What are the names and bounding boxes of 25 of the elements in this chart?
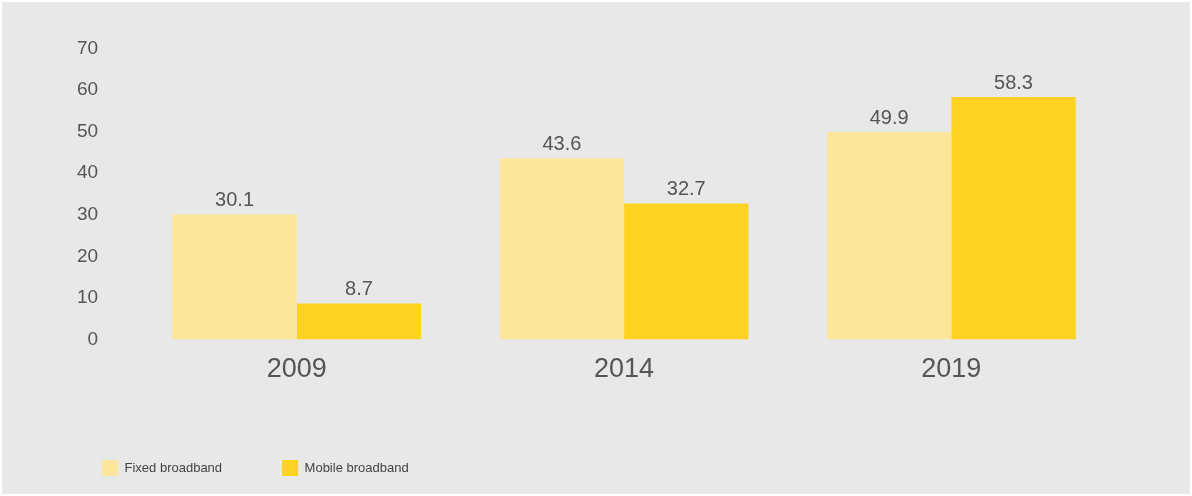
y-tick-label: 0 [87, 327, 99, 349]
y-tick-label: 30 [76, 203, 99, 225]
bar [499, 158, 625, 340]
x-tick-label: 2019 [921, 353, 982, 384]
bar [172, 214, 297, 340]
x-tick-label: 2014 [594, 353, 655, 384]
x-tick-label: 2009 [266, 353, 327, 384]
legend-label: Fixed broadband [124, 459, 223, 475]
data-label: 30.1 [215, 187, 255, 210]
y-tick-label: 70 [76, 36, 99, 58]
y-tick-label: 20 [76, 244, 99, 266]
y-tick-label: 60 [76, 78, 99, 100]
y-tick-label: 40 [76, 161, 99, 183]
bar [624, 203, 749, 340]
y-tick-label: 10 [76, 286, 99, 308]
bar [951, 97, 1076, 340]
legend-label: Mobile broadband [304, 459, 409, 475]
data-label: 32.7 [666, 177, 706, 200]
bar [826, 132, 952, 340]
data-label: 43.6 [542, 131, 582, 154]
data-label: 8.7 [345, 276, 373, 299]
bar [296, 303, 422, 340]
data-label: 58.3 [994, 70, 1034, 93]
data-label: 49.9 [869, 105, 909, 128]
y-tick-label: 50 [76, 119, 99, 141]
